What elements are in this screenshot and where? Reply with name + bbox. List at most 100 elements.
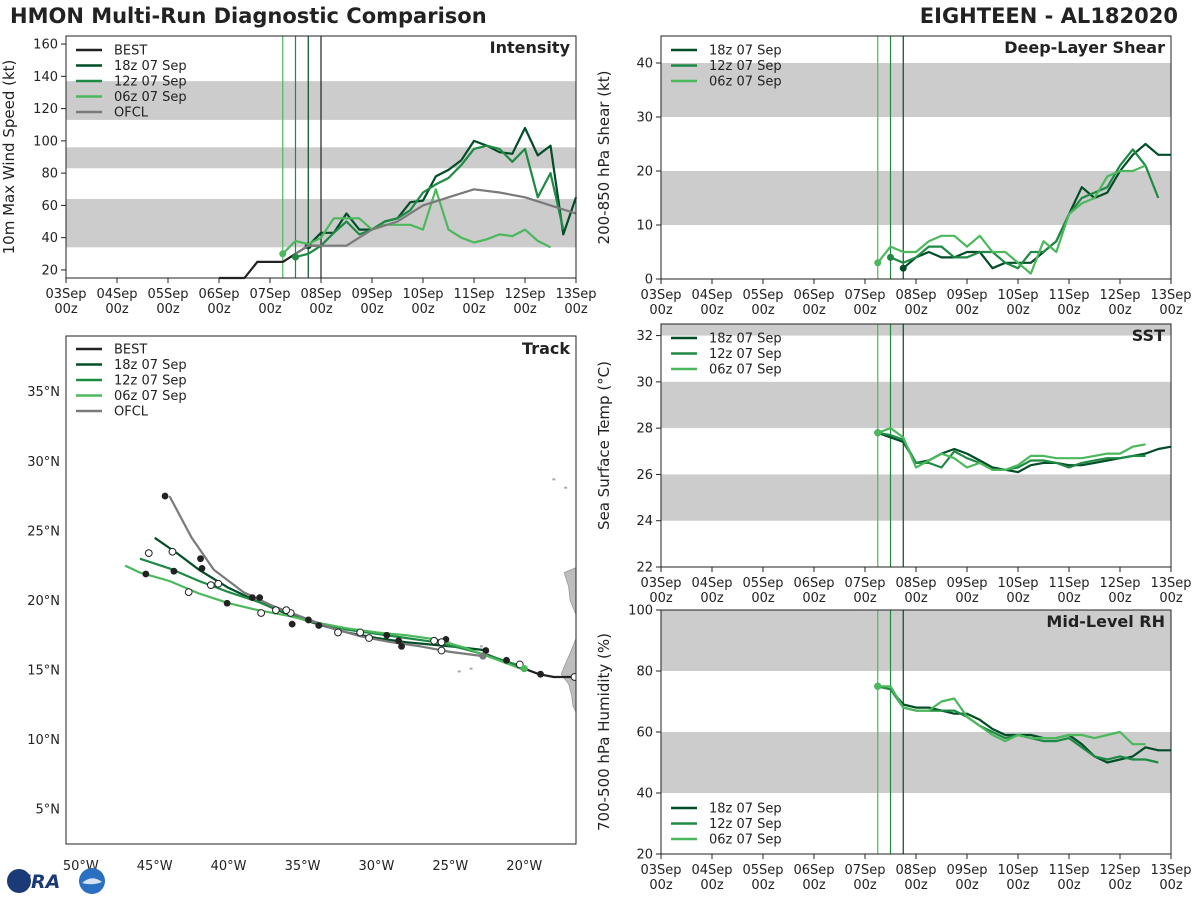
intensity-series-12z-07-sep bbox=[295, 144, 565, 259]
track-lon-label: 45°W bbox=[137, 859, 173, 874]
intensity-ytick-label: 120 bbox=[33, 102, 58, 117]
shear-xtick-label: 09Sep 00z bbox=[946, 288, 987, 318]
sst-series-18z-07-sep bbox=[877, 431, 1172, 474]
sst-xtick-label: 03Sep 00z bbox=[640, 576, 681, 606]
intensity-ytick-label: 40 bbox=[41, 231, 58, 246]
track-point-filled bbox=[256, 594, 264, 602]
track-series-12z-07-sep bbox=[139, 557, 525, 669]
track-point-open bbox=[356, 628, 365, 637]
rh-title: Mid-Level RH bbox=[1046, 612, 1165, 631]
sst-band bbox=[661, 381, 1171, 429]
track-series-ofcl bbox=[168, 495, 484, 658]
intensity-xtick-label: 07Sep 00z bbox=[249, 287, 290, 317]
track-lon-label: 20°W bbox=[506, 859, 542, 874]
intensity-ytick-label: 140 bbox=[33, 70, 58, 85]
track-point-filled bbox=[288, 620, 296, 628]
intensity-legend-label-18z-07-sep: 18z 07 Sep bbox=[114, 59, 187, 74]
track-point-open bbox=[257, 609, 266, 617]
panel-intensity: 20 40 60 80 100 120 140 160 03Sep 00z 04Sep 00z 05Se… bbox=[0, 35, 597, 317]
track-point-open bbox=[282, 606, 291, 615]
track-legend-label-12z-07-sep: 12z 07 Sep bbox=[114, 374, 187, 389]
track-point-filled bbox=[383, 631, 391, 639]
track-point-open bbox=[570, 673, 576, 681]
shear-xtick-label: 13Sep 00z bbox=[1150, 288, 1191, 318]
shear-band bbox=[661, 171, 1171, 225]
shear-series-12z-07-sep bbox=[890, 148, 1160, 270]
sst-xtick-label: 05Sep 00z bbox=[742, 576, 783, 606]
shear-xtick-label: 06Sep 00z bbox=[793, 288, 834, 318]
cira-logo: CIRA bbox=[7, 868, 105, 894]
rh-band bbox=[661, 732, 1171, 793]
sst-series-06z-07-sep bbox=[877, 427, 1146, 471]
logo-text: CIRA bbox=[10, 871, 60, 893]
rh-xtick-label: 09Sep 00z bbox=[946, 863, 987, 893]
track-point-filled bbox=[482, 647, 490, 654]
shear-band bbox=[661, 63, 1171, 117]
shear-series-06z-07-sep bbox=[876, 164, 1146, 275]
sst-ylabel: Sea Surface Temp (°C) bbox=[595, 361, 613, 530]
rh-xtick-label: 10Sep 00z bbox=[997, 863, 1038, 893]
canary-island bbox=[588, 488, 591, 490]
track-point-open bbox=[214, 579, 223, 588]
track-lat-label: 35°N bbox=[27, 385, 60, 400]
intensity-ytick-label: 100 bbox=[33, 134, 58, 149]
storm-id: EIGHTEEN - AL182020 bbox=[919, 4, 1178, 28]
track-point-open bbox=[515, 660, 524, 669]
rh-series-06z-07-sep bbox=[877, 685, 1146, 746]
track-legend-label-06z-07-sep: 06z 07 Sep bbox=[114, 389, 187, 404]
sst-xtick-label: 13Sep 00z bbox=[1150, 576, 1191, 606]
panel-shear: 0 10 20 30 40 03Sep 00z 04Sep 00z 05Sep 00z 06Sep 00… bbox=[595, 35, 1192, 318]
cape-verde-island bbox=[479, 645, 483, 648]
shear-xtick-label: 04Sep 00z bbox=[691, 288, 732, 318]
track-lat-label: 15°N bbox=[27, 664, 60, 679]
track-point-06z bbox=[520, 665, 528, 673]
intensity-xtick-label: 06Sep 00z bbox=[198, 287, 239, 317]
sst-legend-label-18z-07-sep: 18z 07 Sep bbox=[709, 332, 782, 347]
track-point-open bbox=[437, 638, 446, 647]
rh-xtick-label: 13Sep 00z bbox=[1150, 863, 1191, 893]
intensity-start-point-12z-07-sep bbox=[292, 253, 299, 261]
intensity-legend-label-06z-07-sep: 06z 07 Sep bbox=[114, 90, 187, 105]
intensity-start-point-06z-07-sep bbox=[279, 250, 287, 258]
track-point-filled bbox=[305, 616, 312, 624]
rh-legend-label-06z-07-sep: 06z 07 Sep bbox=[709, 833, 782, 848]
sst-xtick-label: 07Sep 00z bbox=[844, 576, 885, 606]
track-point-filled bbox=[537, 670, 544, 678]
intensity-legend-label-ofcl: OFCL bbox=[114, 106, 149, 121]
sst-ytick-label: 30 bbox=[636, 375, 653, 390]
intensity-legend-label-best: BEST bbox=[114, 44, 147, 59]
sst-series-12z-07-sep bbox=[877, 431, 1146, 471]
shear-title: Deep-Layer Shear bbox=[1004, 38, 1165, 57]
page-title: HMON Multi-Run Diagnostic Comparison bbox=[10, 4, 487, 28]
rh-xtick-label: 11Sep 00z bbox=[1048, 863, 1089, 893]
track-point-filled bbox=[223, 599, 231, 607]
rh-xtick-label: 07Sep 00z bbox=[844, 863, 885, 893]
logo-swoosh-icon bbox=[82, 878, 102, 885]
shear-xtick-label: 11Sep 00z bbox=[1048, 288, 1089, 318]
sst-ytick-label: 32 bbox=[636, 329, 653, 344]
intensity-title: Intensity bbox=[490, 38, 571, 57]
track-point-filled bbox=[161, 492, 169, 500]
sst-ytick-label: 24 bbox=[636, 514, 653, 529]
shear-legend-label-18z-07-sep: 18z 07 Sep bbox=[709, 44, 782, 59]
track-point-ofcl bbox=[479, 652, 487, 660]
rh-xtick-label: 12Sep 00z bbox=[1099, 863, 1140, 893]
intensity-series-18z-07-sep bbox=[307, 126, 578, 247]
track-lon-label: 30°W bbox=[358, 859, 394, 874]
track-lat-label: 5°N bbox=[36, 803, 61, 818]
intensity-xtick-label: 04Sep 00z bbox=[96, 287, 137, 317]
rh-series-18z-07-sep bbox=[877, 685, 1171, 764]
sst-ytick-label: 22 bbox=[636, 561, 653, 576]
panel-track: 5°N10°N15°N20°N25°N30°N35°N50°W 45°W 40°W 3… bbox=[27, 335, 591, 874]
track-point-open bbox=[430, 636, 438, 645]
intensity-ytick-label: 60 bbox=[41, 199, 58, 214]
shear-xtick-label: 05Sep 00z bbox=[742, 288, 783, 318]
track-point-open bbox=[144, 549, 153, 558]
shear-xtick-label: 10Sep 00z bbox=[997, 288, 1038, 318]
sst-legend-label-12z-07-sep: 12z 07 Sep bbox=[709, 347, 782, 362]
track-axes-frame bbox=[65, 335, 577, 845]
rh-xtick-label: 06Sep 00z bbox=[793, 863, 834, 893]
rh-legend-label-18z-07-sep: 18z 07 Sep bbox=[709, 802, 782, 817]
track-point-filled bbox=[170, 567, 178, 575]
panel-sst: 22 24 26 28 30 32 03Sep 00z 04Sep 00z 05Sep 00z 06Se… bbox=[595, 323, 1192, 606]
